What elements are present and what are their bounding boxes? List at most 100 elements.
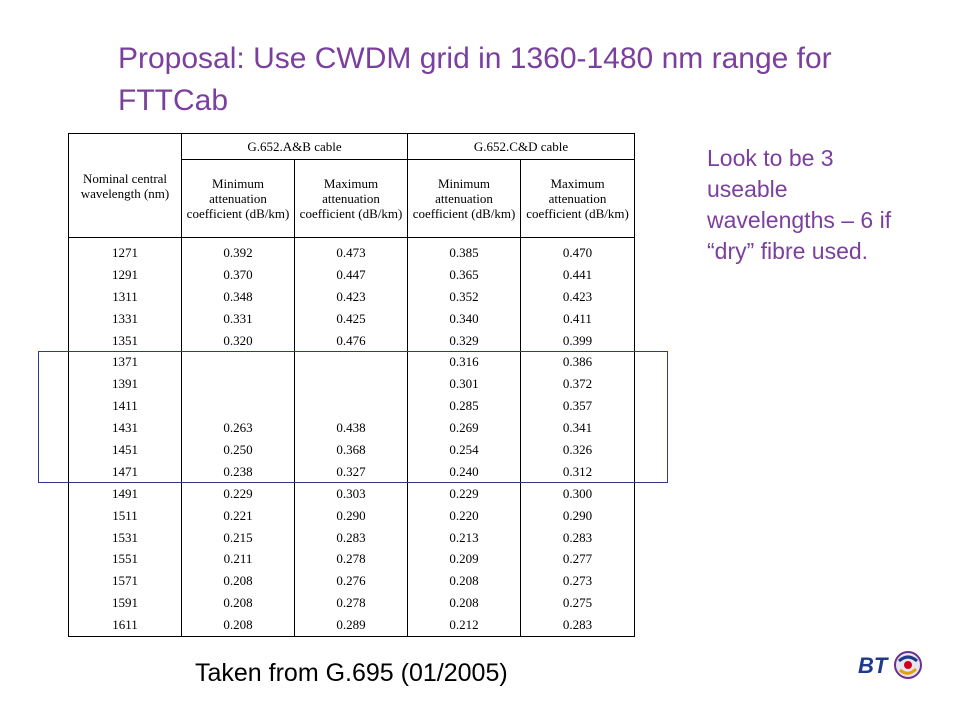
slide-title: Proposal: Use CWDM grid in 1360-1480 nm … [118, 42, 832, 117]
cell-cd-max: 0.283 [520, 526, 636, 549]
cell-wl: 1451 [68, 439, 182, 461]
cell-ab-max: 0.423 [293, 285, 409, 308]
cell-cd-min: 0.208 [407, 592, 522, 615]
cell-cd-max: 0.290 [520, 504, 636, 527]
cell-ab-min: 0.208 [181, 614, 295, 638]
attenuation-table: Nominal central wavelength (nm) G.652.A&… [68, 133, 636, 638]
cell-ab-min: 0.250 [181, 439, 295, 461]
table-row: 1371 0.316 0.386 [68, 351, 636, 374]
table-row: 1531 0.215 0.283 0.213 0.283 [68, 526, 636, 549]
cell-cd-min: 0.209 [407, 548, 522, 571]
table-row: 1311 0.348 0.423 0.352 0.423 [68, 285, 636, 308]
cell-wl: 1551 [68, 548, 182, 571]
table-row: 1611 0.208 0.289 0.212 0.283 [68, 614, 636, 638]
cell-ab-max: 0.368 [293, 439, 409, 461]
cell-cd-max: 0.411 [520, 307, 636, 330]
cell-cd-max: 0.470 [520, 237, 636, 264]
cell-wl: 1291 [68, 263, 182, 286]
cell-wl: 1311 [68, 285, 182, 308]
table-row: 1291 0.370 0.447 0.365 0.441 [68, 263, 636, 286]
cell-ab-max: 0.278 [293, 592, 409, 615]
cell-cd-min: 0.301 [407, 373, 522, 396]
cell-wl: 1391 [68, 373, 182, 396]
cell-cd-max: 0.372 [520, 373, 636, 396]
cell-cd-min: 0.208 [407, 570, 522, 593]
cell-ab-min: 0.208 [181, 592, 295, 615]
cell-ab-min: 0.348 [181, 285, 295, 308]
table-row: 1351 0.320 0.476 0.329 0.399 [68, 329, 636, 352]
cell-ab-max: 0.290 [293, 504, 409, 527]
cell-cd-max: 0.283 [520, 614, 636, 638]
cell-ab-max: 0.303 [293, 482, 409, 505]
cell-cd-min: 0.365 [407, 263, 522, 286]
header-group-cd: G.652.C&D cable [407, 133, 636, 160]
cell-wl: 1511 [68, 504, 182, 527]
cell-cd-max: 0.300 [520, 482, 636, 505]
cell-wl: 1591 [68, 592, 182, 615]
logo-text: BT [858, 653, 889, 678]
cell-ab-min: 0.392 [181, 237, 295, 264]
cell-wl: 1431 [68, 417, 182, 440]
cell-ab-max: 0.476 [293, 329, 409, 352]
table-body: 1271 0.392 0.473 0.385 0.470 1291 0.370 0.447 0.… [68, 237, 636, 638]
cell-cd-min: 0.229 [407, 482, 522, 505]
cell-cd-min: 0.329 [407, 329, 522, 352]
cell-cd-min: 0.285 [407, 395, 522, 418]
header-cd-max: Maximum attenuation coefficient (dB/km) [520, 159, 636, 238]
cell-cd-max: 0.326 [520, 439, 636, 461]
cell-wl: 1271 [68, 237, 182, 264]
cell-ab-min: 0.221 [181, 504, 295, 527]
cell-ab-max: 0.425 [293, 307, 409, 330]
source-caption: Taken from G.695 (01/2005) [195, 659, 508, 687]
cell-cd-min: 0.213 [407, 526, 522, 549]
cell-wl: 1351 [68, 329, 182, 352]
bt-logo-icon: BT [858, 651, 922, 679]
cell-cd-min: 0.352 [407, 285, 522, 308]
table-row: 1491 0.229 0.303 0.229 0.300 [68, 482, 636, 505]
cell-cd-min: 0.385 [407, 237, 522, 264]
cell-ab-min: 0.370 [181, 263, 295, 286]
table-row: 1591 0.208 0.278 0.208 0.275 [68, 592, 636, 615]
cell-cd-max: 0.277 [520, 548, 636, 571]
cell-ab-min: 0.211 [181, 548, 295, 571]
cell-ab-min: 0.238 [181, 460, 295, 483]
cell-ab-min: 0.229 [181, 482, 295, 505]
highlight-box [38, 351, 668, 483]
cell-ab-max: 0.473 [293, 237, 409, 264]
header-ab-max: Maximum attenuation coefficient (dB/km) [293, 159, 409, 238]
table-row: 1331 0.331 0.425 0.340 0.411 [68, 307, 636, 330]
cell-wl: 1611 [68, 614, 182, 638]
table-row: 1451 0.250 0.368 0.254 0.326 [68, 439, 636, 461]
table-row: 1431 0.263 0.438 0.269 0.341 [68, 417, 636, 440]
cell-ab-max: 0.327 [293, 460, 409, 483]
cell-ab-min: 0.331 [181, 307, 295, 330]
table-row: 1391 0.301 0.372 [68, 373, 636, 396]
cell-cd-max: 0.399 [520, 329, 636, 352]
cell-cd-max: 0.273 [520, 570, 636, 593]
header-group-ab: G.652.A&B cable [180, 133, 409, 160]
header-wavelength: Nominal central wavelength (nm) [68, 133, 182, 238]
header-ab-min: Minimum attenuation coefficient (dB/km) [181, 159, 295, 238]
cell-ab-max: 0.283 [293, 526, 409, 549]
cell-cd-max: 0.423 [520, 285, 636, 308]
cell-ab-max [293, 351, 409, 374]
cell-ab-max [293, 373, 409, 396]
table-row: 1571 0.208 0.276 0.208 0.273 [68, 570, 636, 593]
cell-ab-max: 0.438 [293, 417, 409, 440]
cell-wl: 1531 [68, 526, 182, 549]
cell-ab-min: 0.215 [181, 526, 295, 549]
cell-ab-min: 0.263 [181, 417, 295, 440]
table-row: 1471 0.238 0.327 0.240 0.312 [68, 460, 636, 483]
cell-cd-min: 0.212 [407, 614, 522, 638]
table-row: 1411 0.285 0.357 [68, 395, 636, 418]
cell-ab-max: 0.289 [293, 614, 409, 638]
cell-cd-min: 0.340 [407, 307, 522, 330]
cell-cd-max: 0.441 [520, 263, 636, 286]
cell-cd-min: 0.316 [407, 351, 522, 374]
cell-ab-min: 0.208 [181, 570, 295, 593]
cell-ab-max [293, 395, 409, 418]
cell-cd-max: 0.312 [520, 460, 636, 483]
cell-cd-max: 0.341 [520, 417, 636, 440]
header-cd-min: Minimum attenuation coefficient (dB/km) [407, 159, 522, 238]
cell-ab-max: 0.447 [293, 263, 409, 286]
